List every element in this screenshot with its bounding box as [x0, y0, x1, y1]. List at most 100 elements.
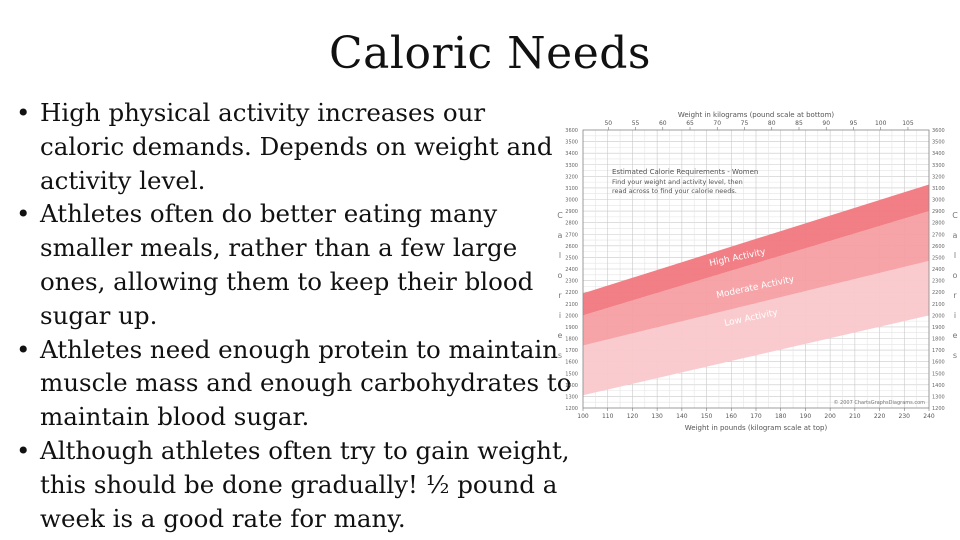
y-tick-label-left: 2000	[565, 313, 578, 319]
bullet-dot: •	[16, 435, 31, 465]
y-tick-label-left: 3600	[565, 128, 578, 134]
right-axis-title-letter: o	[953, 271, 958, 280]
top-axis-title: Weight in kilograms (pound scale at bott…	[678, 111, 835, 119]
y-tick-label-left: 2700	[565, 232, 578, 238]
left-axis-title-letter: C	[557, 211, 563, 220]
x-tick-label-top: 65	[686, 120, 694, 127]
y-tick-label-right: 2900	[932, 209, 945, 215]
y-tick-label-right: 2800	[932, 221, 945, 227]
x-tick-label-bottom: 170	[750, 413, 762, 420]
y-tick-label-right: 2200	[932, 290, 945, 296]
y-tick-label-right: 3200	[932, 174, 945, 180]
x-tick-label-top: 95	[850, 120, 858, 127]
y-tick-label-right: 1600	[932, 360, 945, 366]
y-tick-label-left: 1200	[565, 406, 578, 412]
band-low-activity	[583, 260, 929, 396]
left-axis-title-letter: r	[558, 291, 562, 300]
x-tick-label-bottom: 210	[849, 413, 861, 420]
y-tick-label-left: 3500	[565, 140, 578, 146]
y-tick-label-left: 1700	[565, 348, 578, 354]
y-tick-label-left: 3200	[565, 174, 578, 180]
x-tick-label-top: 75	[741, 120, 749, 127]
y-tick-label-right: 1200	[932, 406, 945, 412]
x-tick-label-top: 60	[659, 120, 667, 127]
y-tick-label-left: 2900	[565, 209, 578, 215]
bullet-item: • Athletes need enough protein to maintai…	[14, 333, 574, 434]
y-tick-label-right: 3300	[932, 163, 945, 169]
x-tick-label-bottom: 220	[874, 413, 886, 420]
activity-bands	[583, 184, 929, 396]
right-axis-title-letter: i	[954, 311, 956, 320]
right-axis-title-letter: s	[953, 351, 957, 360]
chart-ticks: 1200 1200 1300 1300 1400 1400 1500 1500 1600 1600…	[565, 120, 944, 420]
y-tick-label-left: 2300	[565, 279, 578, 285]
x-tick-label-top: 85	[795, 120, 803, 127]
y-tick-label-left: 3100	[565, 186, 578, 192]
y-tick-label-right: 1300	[932, 394, 945, 400]
x-tick-label-top: 80	[768, 120, 776, 127]
y-tick-label-left: 2100	[565, 302, 578, 308]
y-tick-label-right: 2100	[932, 302, 945, 308]
y-tick-label-right: 3400	[932, 151, 945, 157]
y-tick-label-right: 3600	[932, 128, 945, 134]
y-tick-label-right: 3500	[932, 140, 945, 146]
bullet-item: • Athletes often do better eating many sm…	[14, 197, 574, 332]
y-tick-label-left: 2500	[565, 255, 578, 261]
chart-title: Estimated Calorie Requirements - Women	[612, 168, 758, 176]
x-tick-label-bottom: 140	[676, 413, 688, 420]
right-axis-title-letter: e	[953, 331, 958, 340]
bullet-text: Athletes often do better eating many sma…	[40, 199, 534, 330]
y-tick-label-left: 1400	[565, 383, 578, 389]
x-tick-label-top: 70	[713, 120, 721, 127]
y-tick-label-right: 3100	[932, 186, 945, 192]
left-axis-title-letter: s	[558, 351, 562, 360]
y-tick-label-right: 2700	[932, 232, 945, 238]
bullet-list: • High physical activity increases our ca…	[14, 96, 574, 535]
band-moderate-activity	[583, 211, 929, 346]
x-tick-label-bottom: 200	[824, 413, 836, 420]
right-axis-title-letter: l	[954, 251, 956, 260]
y-tick-label-left: 3300	[565, 163, 578, 169]
y-tick-label-left: 1300	[565, 394, 578, 400]
chart-subtitle-line: read across to find your calorie needs.	[612, 187, 737, 195]
bullet-text: High physical activity increases our cal…	[40, 98, 553, 195]
right-axis-title-letter: r	[953, 291, 957, 300]
slide-title: Caloric Needs	[328, 28, 652, 79]
y-tick-label-left: 1800	[565, 337, 578, 343]
y-tick-label-right: 2500	[932, 255, 945, 261]
x-tick-label-top: 50	[604, 120, 612, 127]
bullet-item: • Although athletes often try to gain wei…	[14, 434, 574, 535]
bullet-text: Athletes need enough protein to maintain…	[40, 334, 572, 432]
y-tick-label-left: 3400	[565, 151, 578, 157]
y-tick-label-left: 2400	[565, 267, 578, 273]
x-tick-label-bottom: 110	[602, 413, 614, 420]
y-tick-label-right: 2300	[932, 279, 945, 285]
y-tick-label-right: 2400	[932, 267, 945, 273]
left-axis-title-letter: e	[558, 331, 563, 340]
y-tick-label-right: 1800	[932, 337, 945, 343]
x-tick-label-bottom: 120	[627, 413, 639, 420]
right-axis-title-letter: C	[952, 211, 958, 220]
left-axis-title-letter: a	[558, 231, 563, 240]
x-tick-label-bottom: 150	[701, 413, 713, 420]
bullet-dot: •	[16, 199, 31, 229]
x-tick-label-bottom: 100	[577, 413, 589, 420]
right-axis-title-letter: a	[953, 231, 958, 240]
y-tick-label-left: 2200	[565, 290, 578, 296]
y-tick-label-left: 3000	[565, 198, 578, 204]
bullet-dot: •	[16, 98, 31, 127]
calorie-chart-svg: 1200 1200 1300 1300 1400 1400 1500 1500 1600 1600…	[557, 111, 958, 432]
y-tick-label-right: 1900	[932, 325, 945, 331]
y-tick-label-left: 2600	[565, 244, 578, 250]
y-tick-label-right: 1400	[932, 383, 945, 389]
chart-copyright: © 2007 ChartsGraphsDiagrams.com	[833, 399, 925, 406]
x-tick-label-bottom: 230	[899, 413, 911, 420]
y-tick-label-left: 1500	[565, 371, 578, 377]
bullet-dot: •	[16, 334, 31, 364]
x-tick-label-bottom: 190	[800, 413, 812, 420]
y-tick-label-right: 2000	[932, 313, 945, 319]
y-tick-label-left: 2800	[565, 221, 578, 227]
x-tick-label-bottom: 130	[651, 413, 663, 420]
y-tick-label-right: 1700	[932, 348, 945, 354]
band-high-activity	[583, 184, 929, 316]
